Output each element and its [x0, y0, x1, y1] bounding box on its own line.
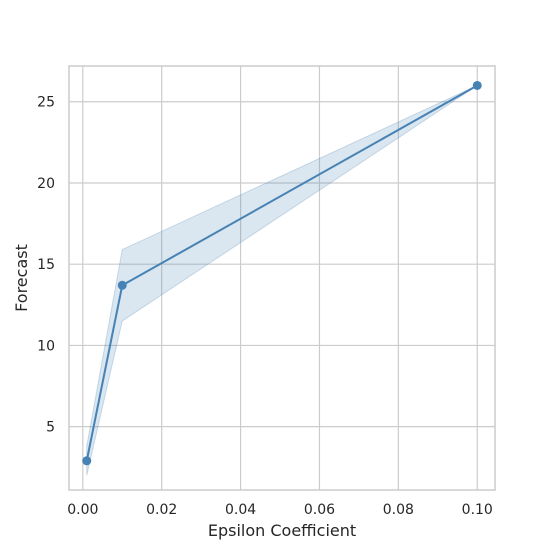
y-tick-label: 20 — [37, 176, 55, 192]
x-axis-title: Epsilon Coefficient — [208, 521, 356, 540]
series-line — [85, 84, 478, 461]
confidence-band — [86, 85, 478, 476]
y-axis-title: Forecast — [12, 244, 31, 312]
grid — [69, 66, 495, 490]
x-tick-label: 0.08 — [383, 502, 414, 518]
x-tick-label: 0.04 — [225, 502, 256, 518]
y-tick-label: 5 — [46, 420, 55, 436]
data-point — [472, 80, 482, 90]
y-tick-label: 25 — [37, 95, 55, 111]
data-points — [82, 80, 482, 466]
y-tick-labels: 5 10 15 20 25 — [37, 95, 55, 436]
plot-frame — [68, 65, 496, 491]
y-tick-label: 10 — [37, 338, 55, 354]
x-tick-labels: 0.00 0.02 0.04 0.06 0.08 0.10 — [67, 502, 493, 518]
data-point — [117, 280, 127, 290]
x-tick-label: 0.00 — [67, 502, 98, 518]
x-tick-label: 0.02 — [146, 502, 177, 518]
data-point — [82, 456, 92, 466]
y-tick-label: 15 — [37, 257, 55, 273]
x-tick-label: 0.10 — [462, 502, 493, 518]
x-tick-label: 0.06 — [304, 502, 335, 518]
